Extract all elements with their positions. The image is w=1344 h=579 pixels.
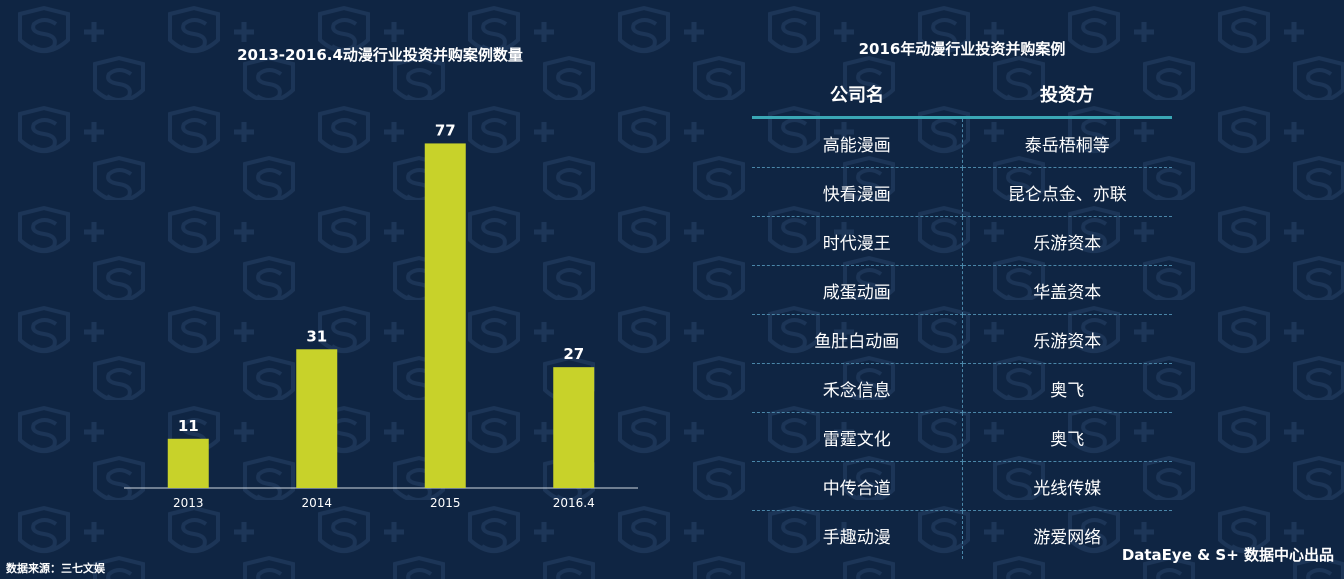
header-investor: 投资方	[962, 72, 1172, 119]
table-row: 中传合道 光线传媒	[752, 461, 1172, 511]
investor-cell: 奥飞	[962, 363, 1172, 413]
investor-cell: 奥飞	[962, 412, 1172, 462]
table-row: 快看漫画 昆仑点金、亦联	[752, 167, 1172, 217]
table-row: 高能漫画 泰岳梧桐等	[752, 117, 1172, 168]
investor-cell: 游爱网络	[1033, 527, 1102, 548]
x-tick-label-2016.4: 2016.4	[553, 496, 595, 510]
table-row: 咸蛋动画 华盖资本	[752, 265, 1172, 315]
table-row: 禾念信息 奥飞	[752, 363, 1172, 413]
x-tick-label-2013: 2013	[173, 496, 204, 510]
investor-cell: 泰岳梧桐等	[962, 117, 1172, 168]
company-cell: 鱼肚白动画	[752, 314, 963, 364]
chart-title: 2013-2016.4动漫行业投资并购案例数量	[237, 46, 523, 64]
investor-cell: 华盖资本	[962, 265, 1172, 315]
company-cell: 咸蛋动画	[752, 265, 963, 315]
investor-cell: 乐游资本	[962, 314, 1172, 364]
table-row: 雷霆文化 奥飞	[752, 412, 1172, 462]
company-cell: 手趣动漫	[752, 510, 963, 559]
x-tick-label-2014: 2014	[301, 496, 332, 510]
company-cell: 快看漫画	[752, 167, 963, 217]
data-label-2014: 31	[306, 327, 327, 345]
investment-table: 公司名 投资方 高能漫画 泰岳梧桐等 快看漫画 昆仑点金、亦联 时代漫王 乐游资…	[752, 72, 1172, 559]
company-cell: 高能漫画	[752, 117, 963, 168]
data-label-2015: 77	[435, 121, 456, 139]
table-row: 鱼肚白动画 乐游资本	[752, 314, 1172, 364]
bar-2014	[296, 349, 338, 488]
x-tick-label-2015: 2015	[430, 496, 461, 510]
company-cell: 禾念信息	[752, 363, 963, 413]
investor-cell: 乐游资本	[962, 216, 1172, 266]
data-source-note: 数据来源：三七文娱	[6, 562, 105, 575]
company-cell: 雷霆文化	[752, 412, 963, 462]
table-title: 2016年动漫行业投资并购案例	[858, 40, 1066, 58]
table-header-row: 公司名 投资方	[752, 72, 1172, 119]
company-cell: 时代漫王	[752, 216, 963, 266]
bar-2016.4	[553, 367, 595, 488]
brand-credit: DataEye & S+ 数据中心出品	[1121, 546, 1334, 564]
company-cell: 中传合道	[752, 461, 963, 511]
table-row: 时代漫王 乐游资本	[752, 216, 1172, 266]
bar-2013	[167, 438, 209, 488]
investor-cell: 光线传媒	[962, 461, 1172, 511]
header-company: 公司名	[752, 72, 962, 119]
bar-2015	[424, 143, 466, 489]
table-row: 手趣动漫 游爱网络	[752, 510, 1172, 559]
investor-cell: 昆仑点金、亦联	[962, 167, 1172, 217]
data-label-2016.4: 27	[563, 345, 584, 363]
data-label-2013: 11	[178, 417, 199, 435]
